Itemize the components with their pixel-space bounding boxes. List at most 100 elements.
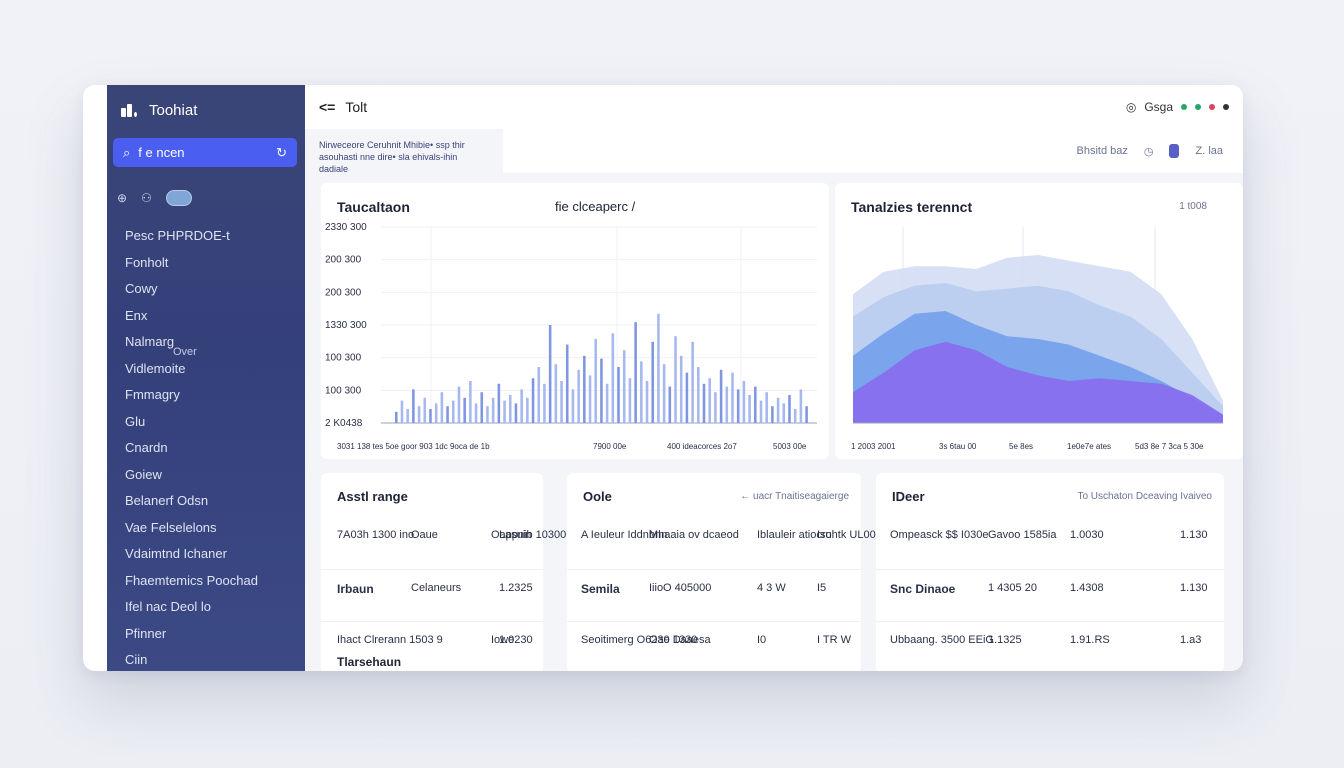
sidebar-item[interactable]: Glu xyxy=(125,409,305,436)
status-dot-green xyxy=(1181,104,1187,110)
bar xyxy=(486,406,489,423)
status-dot-dark xyxy=(1223,104,1229,110)
table-row[interactable]: Seoitimerg O6230 Daaesa Oae 1330 I0 I TR W xyxy=(567,621,861,661)
brand[interactable]: Toohiat xyxy=(121,99,197,121)
back-button[interactable]: <= xyxy=(319,99,336,115)
bar xyxy=(400,400,404,423)
sidebar-item-label: Vdaimtnd Ichaner xyxy=(125,546,227,561)
bar xyxy=(480,392,484,423)
refresh-icon[interactable]: ↻ xyxy=(276,144,287,160)
sidebar-item-label: Pfinner xyxy=(125,625,167,641)
filter-icon[interactable]: ⚇ xyxy=(141,191,152,205)
bar xyxy=(793,409,797,423)
sidebar-item-label: Goiew xyxy=(125,466,162,482)
bar xyxy=(691,341,694,423)
sidebar-item[interactable]: Nalmarg Over xyxy=(125,329,305,358)
sub-bar: Nirweceore Ceruhnit Mhibie• ssp thir aso… xyxy=(305,129,1243,174)
sidebar-item[interactable]: Pfinner xyxy=(125,621,305,648)
search-label: f e ncen xyxy=(138,145,185,160)
notification-icon[interactable] xyxy=(1169,144,1180,158)
table-row[interactable]: 7A03h 1300 ino Oaue Oappnib 10300 Lasuin xyxy=(321,517,566,557)
bar xyxy=(451,400,455,423)
bar xyxy=(594,339,598,423)
clock-icon[interactable]: ◷ xyxy=(1143,145,1154,158)
table-cell: I0 xyxy=(757,634,767,646)
bar xyxy=(628,378,632,423)
settings-icon[interactable]: ⊕ xyxy=(117,191,128,205)
bar xyxy=(543,383,546,423)
table-card: IDeer To Uschaton Dceaving Ivaiveo Ompeasc… xyxy=(876,473,1224,671)
table-cell: Ihact Clrerann 1503 9 xyxy=(337,634,443,646)
bar xyxy=(617,367,620,423)
table-cell: Iowe xyxy=(491,634,515,646)
table-row[interactable]: Ompeasck $$ I030e Gavoo 1585ia 1.0030 1.130 xyxy=(876,517,1224,557)
bar xyxy=(679,355,683,423)
sidebar: Toohiat ⌕ f e ncen ↻ ⊕ ⚇ Pesc PHPRDOE-t F… xyxy=(107,85,305,671)
table-cell: Iblauleir atiocro xyxy=(757,529,832,541)
table-cell: 1.a3 xyxy=(1180,634,1202,646)
brand-name: Toohiat xyxy=(149,101,198,119)
sidebar-item-label: Belanerf Odsn xyxy=(125,493,209,508)
panel-label: Bhsitd baz xyxy=(1076,145,1128,157)
bar xyxy=(799,389,803,423)
sidebar-item[interactable]: Fhaemtemics Poochad xyxy=(125,568,305,595)
bar xyxy=(491,397,495,423)
table-header-note[interactable]: To Uschaton Dceaving Ivaiveo xyxy=(1077,491,1212,502)
table-row[interactable]: Semila IiioO 405000 4 3 W I5 xyxy=(567,569,861,609)
table-cell: Seoitimerg O6230 Daaesa xyxy=(581,634,711,646)
sidebar-item[interactable]: Fmmagry xyxy=(125,382,305,409)
table-row[interactable]: Ubbaang. 3500 EEiG 1.1325 1.91.RS 1.a3 xyxy=(876,621,1224,661)
table-row[interactable]: A Ieuleur Iddnbnn Mhaaia ov dcaeod Iblaule… xyxy=(567,517,876,557)
sidebar-item-label: Pesc PHPRDOE-t xyxy=(125,228,230,243)
table-cell: Oappnib 10300 xyxy=(491,529,567,541)
sidebar-item[interactable]: Vae Felselelons xyxy=(125,515,305,542)
table-cell: 7A03h 1300 ino xyxy=(337,529,415,541)
sidebar-item[interactable]: Cnardn xyxy=(125,435,305,462)
sidebar-item[interactable]: Vidlemoite xyxy=(125,356,305,383)
y-tick-label: 100 300 xyxy=(325,353,362,364)
bar xyxy=(765,392,768,423)
sidebar-item[interactable]: Enx xyxy=(125,303,305,330)
x-tick-label: 1 2003 2001 xyxy=(851,442,896,451)
table-cell: 1.4308 xyxy=(1070,582,1104,594)
sidebar-item[interactable]: Belanerf Odsn xyxy=(125,488,305,515)
bar xyxy=(412,389,415,423)
app-window: Toohiat ⌕ f e ncen ↻ ⊕ ⚇ Pesc PHPRDOE-t F… xyxy=(83,85,1243,671)
toggle-pill[interactable] xyxy=(165,190,192,206)
table-cell: Semila xyxy=(581,582,620,596)
x-tick-label: 5003 00e xyxy=(773,442,807,451)
sidebar-item[interactable]: Cowy xyxy=(125,276,305,303)
bar xyxy=(725,386,729,423)
sidebar-item[interactable]: Ifel nac Deol lo xyxy=(125,594,305,621)
bar xyxy=(776,397,780,423)
table-cell: Oaue xyxy=(411,529,438,541)
table-row[interactable]: Ihact Clrerann 1503 9 Iowe 1.0230 xyxy=(321,621,543,661)
sidebar-item[interactable]: Pesc PHPRDOE-t xyxy=(125,223,305,250)
sidebar-item-label: Ciin xyxy=(125,652,148,667)
table-row[interactable]: Irbaun Celaneurs 1.2325 xyxy=(321,569,543,609)
table-header-note[interactable]: ← uacr Tnaitiseagaierge xyxy=(740,491,849,502)
table-footer: Tlarsehaun xyxy=(337,655,402,669)
sidebar-item[interactable]: Goiew xyxy=(125,462,305,489)
bar xyxy=(497,383,501,423)
bar xyxy=(657,313,660,423)
sidebar-item-label: Cowy xyxy=(125,281,158,296)
user-label[interactable]: Gsga xyxy=(1144,100,1173,114)
sidebar-item-label: Enx xyxy=(125,307,148,323)
panel-value[interactable]: Z. laa xyxy=(1195,145,1223,157)
sidebar-item[interactable]: Ciin xyxy=(125,647,305,671)
bar xyxy=(754,386,757,423)
table-cell: I5 xyxy=(817,582,827,594)
sidebar-item[interactable]: Vdaimtnd Ichaner xyxy=(125,541,305,568)
table-row[interactable]: Snc Dinaoe 1 4305 20 1.4308 1.130 xyxy=(876,569,1224,609)
search-box[interactable]: ⌕ f e ncen ↻ xyxy=(113,138,297,167)
sidebar-item[interactable]: Fonholt xyxy=(125,250,305,277)
bar xyxy=(702,383,706,423)
table-cell: Snc Dinaoe xyxy=(890,582,956,596)
area-series xyxy=(853,341,1223,423)
table-cell: 1.2325 xyxy=(499,582,533,594)
bar-chart-subtitle: fie clceaperc / xyxy=(555,199,636,214)
table-cell: 1.1325 xyxy=(988,634,1022,646)
sidebar-item-label: Fmmagry xyxy=(125,387,180,402)
bar xyxy=(605,383,609,423)
